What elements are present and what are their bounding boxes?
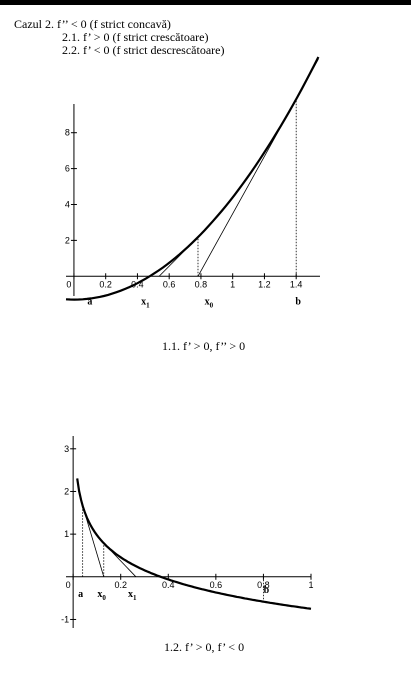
tangent-at-x0 [99,539,137,578]
point-b-label: b [295,296,301,307]
x-tick-label: 0.2 [99,279,112,289]
tangent-at-a [79,496,105,577]
x-tick-label: 1 [308,580,313,590]
point-a-label: a [78,589,83,600]
subcase-2: 2.2. f’ < 0 (f strict descrescătoare) [62,43,225,57]
figure-2-caption: 1.2. f’ > 0, f’ < 0 [164,640,245,654]
point-x0-label: x0 [97,589,106,602]
x-tick-label: 0.2 [114,580,127,590]
x-tick-label: 0.8 [257,580,270,590]
point-b-label: b [264,585,270,596]
x-tick-label: 0.6 [163,279,176,289]
tangent-at-x0 [158,228,207,277]
case-heading: Cazul 2. f’’ < 0 (f strict concavă) [14,17,171,31]
x-tick-label: 0.8 [195,279,208,289]
x-tick-label: 0.4 [162,580,175,590]
x-tick-label: 0 [66,580,71,590]
y-tick-label: -1 [61,614,69,624]
x-tick-label: 1.4 [290,279,303,289]
x-tick-label: 0.6 [210,580,223,590]
point-a-label: a [87,296,92,307]
point-x0-label: x0 [205,296,214,309]
y-tick-label: 4 [65,199,70,209]
y-tick-label: 2 [65,235,70,245]
y-tick-label: 8 [65,128,70,138]
point-x1-label: x1 [128,589,137,602]
tangent-at-b [197,58,319,277]
y-tick-label: 1 [64,529,69,539]
y-tick-label: 2 [64,486,69,496]
point-x1-label: x1 [141,296,150,309]
figure-1-caption: 1.1. f’ > 0, f’’ > 0 [162,339,246,353]
function-curve [65,56,320,301]
y-tick-label: 3 [64,444,69,454]
subcase-1: 2.1. f’ > 0 (f strict crescătoare) [62,30,209,44]
function-curve [76,478,312,610]
x-tick-label: 1 [230,279,235,289]
y-tick-label: 6 [65,164,70,174]
x-tick-label: 0 [66,279,71,289]
top-rule [0,0,411,5]
x-tick-label: 1.2 [258,279,271,289]
